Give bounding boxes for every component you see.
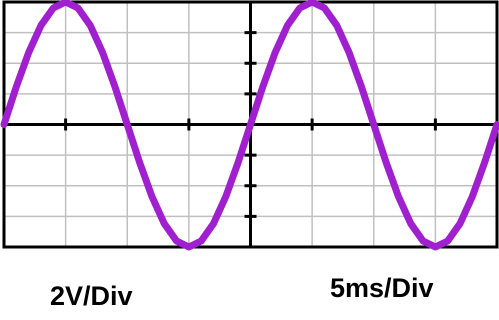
signal-trace: [0, 0, 499, 251]
volts-per-div: 2V/Div: [50, 281, 133, 311]
time-per-div: 5ms/Div: [330, 273, 434, 303]
